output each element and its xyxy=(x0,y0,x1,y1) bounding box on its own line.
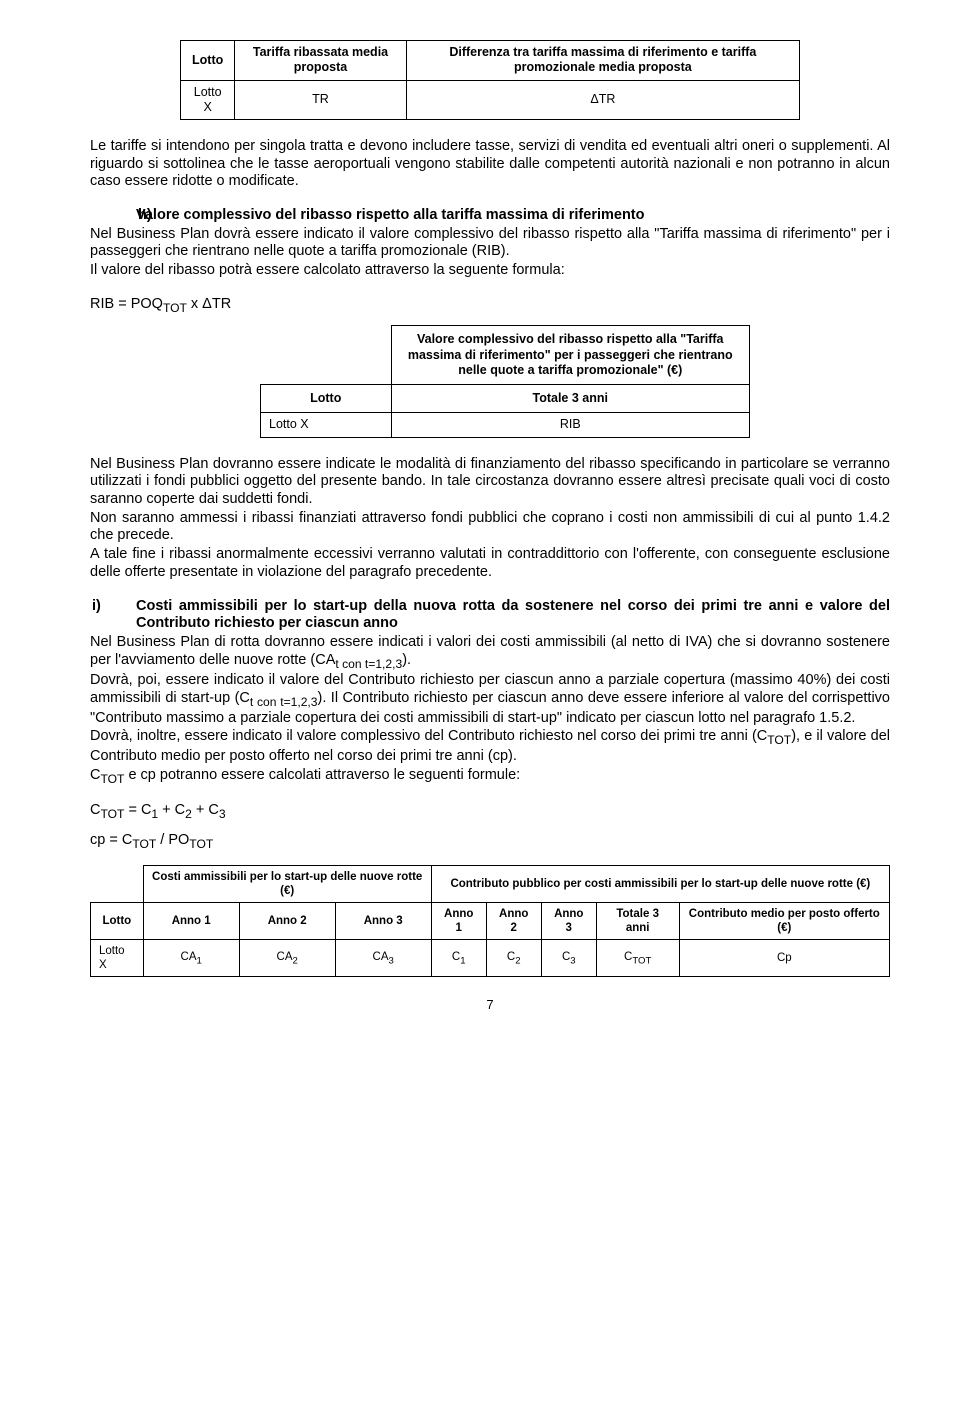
table1-c1: Lotto X xyxy=(181,80,235,120)
table3-r7: CTOT xyxy=(596,940,679,977)
table-row: Lotto X TR ΔTR xyxy=(181,80,800,120)
table3-r3: CA3 xyxy=(335,940,431,977)
table3-sh4: Anno 1 xyxy=(431,903,486,940)
table2-r2c1: Lotto X xyxy=(261,413,392,437)
section-i-heading: i)Costi ammissibili per lo start-up dell… xyxy=(90,598,890,633)
section-i-p2: Dovrà, poi, essere indicato il valore de… xyxy=(90,672,890,727)
table3-th-contributo: Contributo pubblico per costi ammissibil… xyxy=(431,866,889,903)
table2-h2: Valore complessivo del ribasso rispetto … xyxy=(391,326,750,385)
table3-th-empty xyxy=(91,866,144,903)
table-costi: Costi ammissibili per lo start-up delle … xyxy=(90,865,890,977)
table3-sh7: Totale 3 anni xyxy=(596,903,679,940)
table3-th-costi: Costi ammissibili per lo start-up delle … xyxy=(143,866,431,903)
formula-rib: RIB = POQTOT x ΔTR xyxy=(90,296,890,316)
table2-r1c1: Lotto xyxy=(261,385,392,413)
table3-sh3: Anno 3 xyxy=(335,903,431,940)
section-h-heading: h)Valore complessivo del ribasso rispett… xyxy=(90,207,890,225)
table3-sh0: Lotto xyxy=(91,903,144,940)
section-h-letter: h) xyxy=(114,207,136,225)
table2-h1 xyxy=(261,326,392,385)
table3-sh8: Contributo medio per posto offerto (€) xyxy=(679,903,889,940)
section-h-title: Valore complessivo del ribasso rispetto … xyxy=(136,207,645,223)
table3-r8: Cp xyxy=(679,940,889,977)
table-row: Lotto X CA1 CA2 CA3 C1 C2 C3 CTOT Cp xyxy=(91,940,890,977)
table3-r5: C2 xyxy=(486,940,541,977)
table3-sh6: Anno 3 xyxy=(541,903,596,940)
table3-r2: CA2 xyxy=(239,940,335,977)
table3-r4: C1 xyxy=(431,940,486,977)
formula-ctot: CTOT = C1 + C2 + C3 xyxy=(90,802,890,822)
section-i-letter: i) xyxy=(114,598,136,616)
table-row: Lotto X RIB xyxy=(261,413,750,437)
section-i-title: Costi ammissibili per lo start-up della … xyxy=(136,598,890,632)
formula-cp: cp = CTOT / POTOT xyxy=(90,832,890,852)
section-i-p1: Nel Business Plan di rotta dovranno esse… xyxy=(90,634,890,671)
paragraph-ribassi-eccessivi: A tale fine i ribassi anormalmente ecces… xyxy=(90,546,890,581)
table-tariffa: Lotto Tariffa ribassata media proposta D… xyxy=(180,40,800,120)
table1-h3: Differenza tra tariffa massima di riferi… xyxy=(406,41,799,81)
table3-r6: C3 xyxy=(541,940,596,977)
table-row: Lotto Anno 1 Anno 2 Anno 3 Anno 1 Anno 2… xyxy=(91,903,890,940)
paragraph-tariffe: Le tariffe si intendono per singola trat… xyxy=(90,138,890,191)
table2-r2c2: RIB xyxy=(391,413,750,437)
section-i-p3: Dovrà, inoltre, essere indicato il valor… xyxy=(90,728,890,765)
table1-h1: Lotto xyxy=(181,41,235,81)
table3-sh2: Anno 2 xyxy=(239,903,335,940)
table3-r1: CA1 xyxy=(143,940,239,977)
section-i-p4: CTOT e cp potranno essere calcolati attr… xyxy=(90,767,890,787)
section-h-text1: Nel Business Plan dovrà essere indicato … xyxy=(90,226,890,261)
section-h-text2: Il valore del ribasso potrà essere calco… xyxy=(90,262,890,280)
paragraph-ribassi-non-ammessi: Non saranno ammessi i ribassi finanziati… xyxy=(90,510,890,545)
table-ribasso: Valore complessivo del ribasso rispetto … xyxy=(260,325,750,437)
table1-c2: TR xyxy=(235,80,406,120)
table3-r0: Lotto X xyxy=(91,940,144,977)
table3-sh5: Anno 2 xyxy=(486,903,541,940)
page-number: 7 xyxy=(90,997,890,1013)
table1-c3: ΔTR xyxy=(406,80,799,120)
table2-r1c2: Totale 3 anni xyxy=(391,385,750,413)
table3-sh1: Anno 1 xyxy=(143,903,239,940)
table-row: Lotto Totale 3 anni xyxy=(261,385,750,413)
paragraph-bp-financing: Nel Business Plan dovranno essere indica… xyxy=(90,456,890,509)
table1-h2: Tariffa ribassata media proposta xyxy=(235,41,406,81)
